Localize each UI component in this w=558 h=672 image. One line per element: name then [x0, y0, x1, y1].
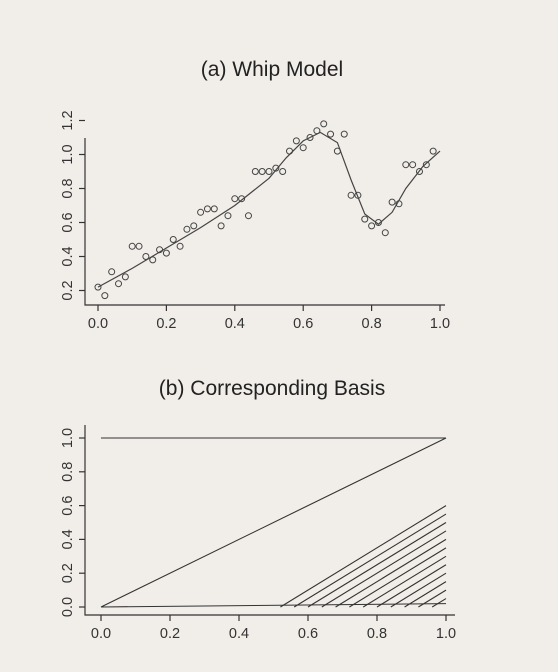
data-point	[279, 168, 287, 175]
data-point	[258, 168, 266, 175]
data-point	[169, 236, 177, 243]
data-point	[388, 198, 396, 206]
data-point	[306, 134, 314, 141]
data-point	[415, 168, 423, 175]
x-tick-label: 0.4	[225, 316, 245, 332]
data-point	[224, 212, 232, 220]
x-tick-label: 0.0	[91, 626, 111, 642]
basis-hinge-line	[418, 589, 447, 608]
data-point	[94, 283, 102, 291]
basis-hinge-line	[390, 572, 447, 608]
data-point	[197, 208, 205, 216]
x-tick-label: 0.6	[298, 626, 318, 642]
data-point	[135, 242, 143, 250]
data-point	[402, 161, 410, 169]
panel-b-axes	[84, 425, 455, 616]
data-point	[238, 195, 246, 203]
data-point	[340, 130, 348, 138]
data-point	[115, 280, 123, 288]
data-point	[272, 164, 280, 172]
basis-hinge-line	[362, 555, 447, 608]
x-tick-label: 1.0	[436, 626, 456, 642]
basis-hinge-line	[280, 505, 447, 608]
y-tick-label: 0.8	[60, 462, 76, 482]
basis-hinge-line	[431, 598, 447, 608]
data-point	[381, 229, 389, 237]
data-point	[409, 161, 417, 169]
x-tick-label: 0.2	[156, 316, 176, 332]
panel-b-title: (b) Corresponding Basis	[159, 377, 385, 400]
y-tick-label: 0.6	[60, 212, 76, 232]
panel-a: (a) Whip Model 0.0 0.2 0.4 0.6 0.8 1.0 0.2 0.4…	[60, 58, 450, 332]
data-point	[101, 292, 109, 300]
x-tick-label: 0.4	[229, 626, 249, 642]
data-point	[361, 215, 369, 223]
data-point	[299, 144, 307, 152]
panel-a-axes	[84, 138, 445, 306]
data-point	[368, 222, 376, 230]
y-tick-label: 0.0	[60, 597, 76, 617]
data-point	[429, 147, 437, 155]
panel-b-y-ticks: 0.0 0.2 0.4 0.6 0.8 1.0	[60, 428, 85, 617]
panel-b-basis-lines	[100, 437, 447, 608]
x-tick-label: 1.0	[430, 316, 450, 332]
data-point	[121, 273, 129, 281]
x-tick-label: 0.0	[88, 316, 108, 332]
basis-hinge-line	[404, 581, 447, 608]
data-point	[149, 256, 157, 264]
data-point	[292, 137, 300, 145]
panel-a-fit-curve	[97, 131, 441, 288]
data-point	[265, 168, 273, 175]
data-point	[176, 242, 184, 250]
data-point	[142, 253, 150, 260]
data-point	[203, 205, 211, 213]
data-point	[190, 222, 198, 230]
x-tick-label: 0.8	[362, 316, 382, 332]
data-point	[128, 242, 136, 250]
data-point	[347, 191, 355, 199]
y-tick-label: 0.4	[60, 529, 76, 549]
panel-b-x-ticks: 0.0 0.2 0.4 0.6 0.8 1.0	[91, 615, 456, 642]
x-tick-label: 0.6	[293, 316, 313, 332]
panel-a-x-ticks: 0.0 0.2 0.4 0.6 0.8 1.0	[88, 305, 450, 332]
data-point	[231, 195, 239, 203]
data-point	[183, 225, 191, 233]
y-tick-label: 0.8	[60, 178, 76, 198]
data-point	[217, 222, 225, 230]
y-tick-label: 1.0	[60, 144, 76, 164]
panel-a-y-ticks: 0.2 0.4 0.6 0.8 1.0 1.2	[60, 110, 85, 301]
x-tick-label: 0.2	[160, 626, 180, 642]
data-point	[251, 168, 259, 175]
basis-hinge-line	[307, 522, 447, 608]
basis-hinge-line	[293, 513, 447, 608]
x-tick-label: 0.8	[367, 626, 387, 642]
data-point	[210, 205, 218, 213]
y-tick-label: 1.0	[60, 428, 76, 448]
panel-a-title: (a) Whip Model	[201, 58, 343, 81]
y-tick-label: 0.6	[60, 496, 76, 516]
basis-line	[100, 603, 447, 608]
y-tick-label: 0.2	[60, 563, 76, 583]
panel-b: (b) Corresponding Basis 0.0 0.2 0.4 0.6 0.8 1…	[60, 377, 456, 642]
data-point	[108, 268, 116, 276]
data-point	[162, 249, 170, 257]
y-tick-label: 0.2	[60, 280, 76, 300]
data-point	[320, 120, 328, 128]
y-tick-label: 1.2	[60, 110, 76, 130]
basis-hinge-line	[321, 530, 447, 608]
basis-hinge-line	[376, 564, 447, 608]
data-point	[327, 130, 335, 138]
panel-a-points	[94, 120, 437, 300]
data-point	[244, 212, 252, 220]
basis-hinge-line	[349, 547, 447, 608]
data-point	[422, 161, 430, 169]
y-tick-label: 0.4	[60, 246, 76, 266]
basis-hinge-line	[335, 538, 447, 608]
basis-line	[100, 437, 447, 608]
